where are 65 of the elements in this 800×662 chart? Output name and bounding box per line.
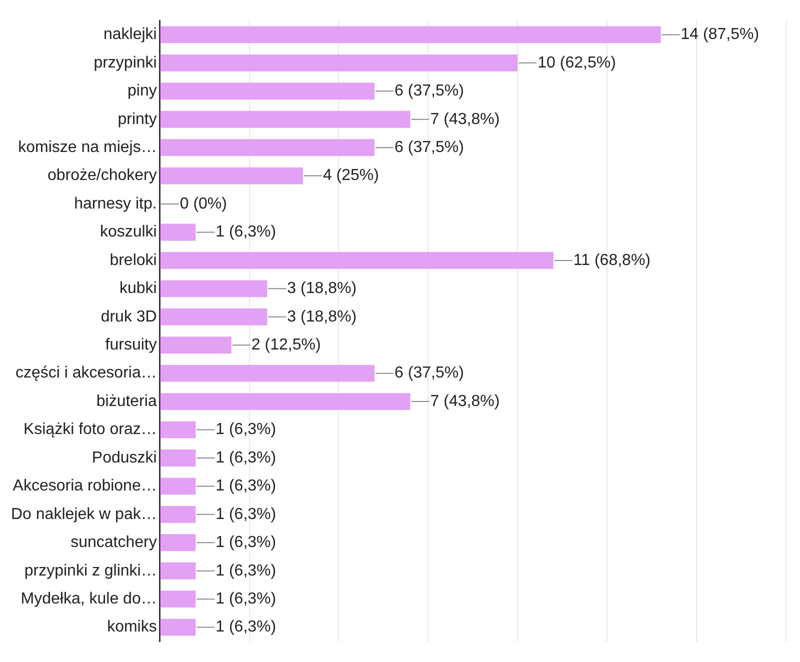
y-tick-label: Akcesoria robione… xyxy=(12,478,157,495)
y-tick-label: przypinki xyxy=(94,54,157,72)
data-label: 1 (6,3%) xyxy=(216,590,276,608)
y-tick-label: piny xyxy=(127,82,157,100)
data-label: 14 (87,5%) xyxy=(680,26,760,44)
data-label: 6 (37,5%) xyxy=(394,138,464,156)
y-tick-label: fursuity xyxy=(105,336,157,354)
y-tick-label: obroże/chokery xyxy=(47,167,157,184)
bar xyxy=(160,393,410,410)
data-label: 3 (18,8%) xyxy=(287,308,357,326)
y-tick-label: Poduszki xyxy=(92,449,157,466)
data-label: 7 (43,8%) xyxy=(430,110,500,128)
bar xyxy=(160,618,196,636)
bar xyxy=(160,336,232,354)
bar xyxy=(160,82,375,100)
data-label: 10 (62,5%) xyxy=(538,54,616,72)
y-tick-label: części i akcesoria… xyxy=(15,364,157,382)
data-label: 1 (6,3%) xyxy=(216,506,276,523)
y-tick-label: harnesy itp. xyxy=(74,195,157,212)
bar xyxy=(160,450,196,466)
bar xyxy=(160,421,196,438)
bar xyxy=(160,506,196,523)
bar xyxy=(160,110,410,128)
bar xyxy=(160,139,375,156)
data-label: 0 (0%) xyxy=(180,195,227,212)
bar xyxy=(160,167,303,184)
data-label: 1 (6,3%) xyxy=(216,478,276,495)
data-label: 1 (6,3%) xyxy=(216,618,276,636)
y-tick-label: Książki foto oraz… xyxy=(23,421,157,438)
data-label: 1 (6,3%) xyxy=(216,421,276,438)
data-label: 2 (12,5%) xyxy=(251,336,321,354)
bar xyxy=(160,308,268,326)
data-label: 1 (6,3%) xyxy=(216,224,276,241)
y-tick-label: naklejki xyxy=(103,26,157,44)
y-tick-label: biżuteria xyxy=(96,392,157,410)
y-tick-label: Do naklejek w pak… xyxy=(11,506,157,523)
data-label: 6 (37,5%) xyxy=(394,364,464,382)
y-tick-label: przypinki z glinki… xyxy=(24,562,157,580)
bar xyxy=(160,534,196,552)
y-tick-label: komisze na miejs… xyxy=(18,138,157,156)
y-tick-label: koszulki xyxy=(100,224,157,241)
y-tick-label: druk 3D xyxy=(100,308,157,326)
y-tick-label: breloki xyxy=(110,252,157,269)
y-tick-label: kubki xyxy=(119,280,157,298)
data-label: 6 (37,5%) xyxy=(394,82,464,100)
bar xyxy=(160,26,661,44)
bar xyxy=(160,364,375,382)
data-label: 11 (68,8%) xyxy=(573,252,651,269)
data-label: 1 (6,3%) xyxy=(216,534,276,552)
bar xyxy=(160,478,196,495)
data-label: 7 (43,8%) xyxy=(430,392,500,410)
y-tick-label: Mydełka, kule do… xyxy=(20,590,157,608)
bar xyxy=(160,54,518,72)
y-tick-label: komiks xyxy=(107,618,157,636)
y-tick-label: suncatchery xyxy=(70,534,157,552)
data-label: 1 (6,3%) xyxy=(216,562,276,580)
data-label: 3 (18,8%) xyxy=(287,280,357,298)
bar xyxy=(160,590,196,608)
y-tick-label: printy xyxy=(118,110,157,128)
data-label: 1 (6,3%) xyxy=(216,449,276,466)
bar xyxy=(160,562,196,580)
bar xyxy=(160,252,554,269)
bar xyxy=(160,280,268,298)
data-label: 4 (25%) xyxy=(322,167,379,184)
bar xyxy=(160,224,196,241)
